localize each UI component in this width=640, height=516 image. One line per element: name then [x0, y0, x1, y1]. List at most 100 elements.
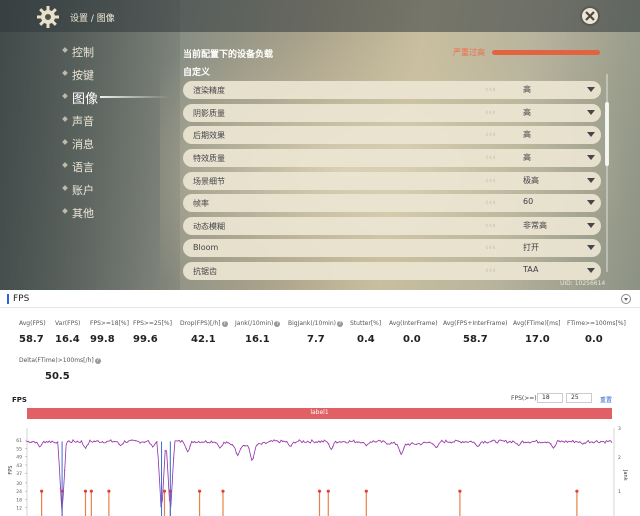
help-icon[interactable]: ? [336, 320, 343, 327]
fps-point [172, 457, 175, 460]
fps-point [386, 443, 388, 445]
fps-point [378, 439, 380, 442]
fps-point [265, 442, 267, 445]
fps-point [487, 442, 489, 444]
y-axis-label: FPS [8, 466, 14, 475]
metric-avg-fps-interframe: Avg(FPS+InterFrame) 58.7 [443, 320, 507, 360]
background-shade [0, 0, 180, 290]
metric-value: 16.4 [55, 334, 80, 345]
fps-threshold-input-2[interactable]: 25 [566, 393, 592, 403]
menu-item-keys[interactable]: 按键 [60, 65, 150, 87]
help-icon[interactable]: ? [274, 320, 281, 327]
device-load-level: 严重过高 [453, 48, 485, 57]
setting-frame-rate[interactable]: 帧率 ‹‹‹ 60 [183, 194, 601, 212]
fps-point [449, 441, 451, 443]
fps-line-chart: 61 55 49 43 37 30 24 18 12 FPS 3 2 1 Jank [8, 426, 628, 516]
fps-point [110, 439, 112, 441]
menu-item-control[interactable]: 控制 [60, 42, 150, 64]
collapse-button[interactable] [621, 294, 631, 304]
metric-stutter: Stutter[%] 0.4 [350, 320, 381, 360]
metric-value: 99.8 [90, 334, 115, 345]
menu-item-sound[interactable]: 声音 [60, 111, 150, 133]
fps-point [399, 450, 401, 452]
setting-anti-aliasing[interactable]: 抗锯齿 ‹‹‹ TAA [183, 262, 601, 280]
fps-point [198, 440, 200, 443]
metric-label: Var(FPS) [55, 320, 81, 327]
menu-bullet-icon [62, 208, 68, 214]
fps-point [587, 440, 589, 442]
metric-avg-ftime: Avg(FTime)[ms] 17.0 [513, 320, 560, 360]
jank-point [458, 489, 462, 493]
menu-bullet-icon [62, 139, 68, 145]
fps-point [323, 439, 326, 441]
chevrons-icon: ‹‹‹ [485, 130, 496, 140]
setting-scene-detail[interactable]: 场景细节 ‹‹‹ 极高 [183, 172, 601, 190]
chevrons-icon: ‹‹‹ [485, 221, 496, 231]
fps-point [348, 440, 351, 442]
close-icon [585, 11, 595, 21]
fps-point [440, 439, 443, 442]
dropdown-arrow-icon [587, 155, 595, 160]
setting-name: 帧率 [193, 199, 209, 208]
fps-point [181, 439, 183, 442]
menu-item-graphics[interactable]: 图像 [60, 88, 170, 110]
fps-point [361, 441, 363, 444]
metric-label-text: Jank(/10min) [235, 320, 274, 327]
jank-point [83, 489, 88, 493]
y-tick-label: 61 [16, 438, 22, 444]
menu-item-language[interactable]: 语言 [60, 157, 150, 179]
fps-point [306, 440, 309, 443]
fps-point [595, 440, 598, 442]
device-load-bar [492, 50, 600, 55]
help-icon[interactable]: ? [221, 320, 228, 327]
fps-point [126, 441, 129, 443]
dropdown-arrow-icon [587, 178, 595, 183]
setting-render-resolution[interactable]: 渲染精度 ‹‹‹ 高 [183, 81, 601, 99]
device-load-title: 当前配置下的设备负载 [183, 50, 274, 60]
fps-point [373, 440, 376, 443]
dropdown-arrow-icon [587, 200, 595, 205]
menu-item-account[interactable]: 账户 [60, 180, 150, 202]
scrollbar-thumb[interactable] [605, 102, 609, 166]
fps-point [445, 439, 447, 442]
chevrons-icon: ‹‹‹ [485, 243, 496, 253]
setting-motion-blur[interactable]: 动态模糊 ‹‹‹ 非常高 [183, 217, 601, 235]
settings-scrollbar[interactable] [605, 74, 609, 272]
fps-point [51, 440, 53, 443]
breadcrumb: 设置 / 图像 [70, 14, 115, 24]
reset-link[interactable]: 重置 [600, 397, 613, 404]
menu-item-label: 声音 [72, 115, 94, 128]
fps-point [218, 447, 221, 449]
fps-point [147, 440, 150, 442]
menu-bullet-icon [62, 70, 68, 76]
setting-bloom[interactable]: Bloom ‹‹‹ 打开 [183, 239, 601, 257]
fps-point [591, 441, 594, 443]
fps-point [549, 443, 552, 445]
fps-point [235, 452, 238, 454]
fps-point [38, 445, 41, 448]
close-button[interactable] [580, 6, 600, 26]
y-tick-label: 49 [16, 455, 22, 461]
fps-series-line [26, 439, 613, 513]
fps-point [461, 440, 464, 443]
menu-item-other[interactable]: 其他 [60, 203, 150, 225]
metric-value: 16.1 [245, 334, 270, 345]
fps-threshold-input-1[interactable]: 18 [537, 393, 563, 403]
setting-shadow-quality[interactable]: 阴影质量 ‹‹‹ 高 [183, 104, 601, 122]
dropdown-arrow-icon [587, 132, 595, 137]
setting-post-processing[interactable]: 后期效果 ‹‹‹ 高 [183, 126, 601, 144]
fps-point [600, 440, 602, 443]
uid-text: UID: 10256614 [560, 280, 606, 287]
fps-point [327, 443, 330, 445]
setting-value: 打开 [523, 243, 539, 252]
jank-point [162, 489, 167, 493]
metric-label: Jank(/10min)? [235, 320, 281, 327]
fps-point [570, 440, 573, 443]
help-icon[interactable]: ? [94, 357, 101, 364]
label-bar[interactable]: label1 [27, 408, 612, 419]
setting-name: Bloom [193, 243, 219, 252]
menu-item-messages[interactable]: 消息 [60, 134, 150, 156]
menu-bullet-icon [62, 47, 68, 53]
setting-effect-quality[interactable]: 特效质量 ‹‹‹ 高 [183, 149, 601, 167]
active-indicator [100, 96, 170, 98]
